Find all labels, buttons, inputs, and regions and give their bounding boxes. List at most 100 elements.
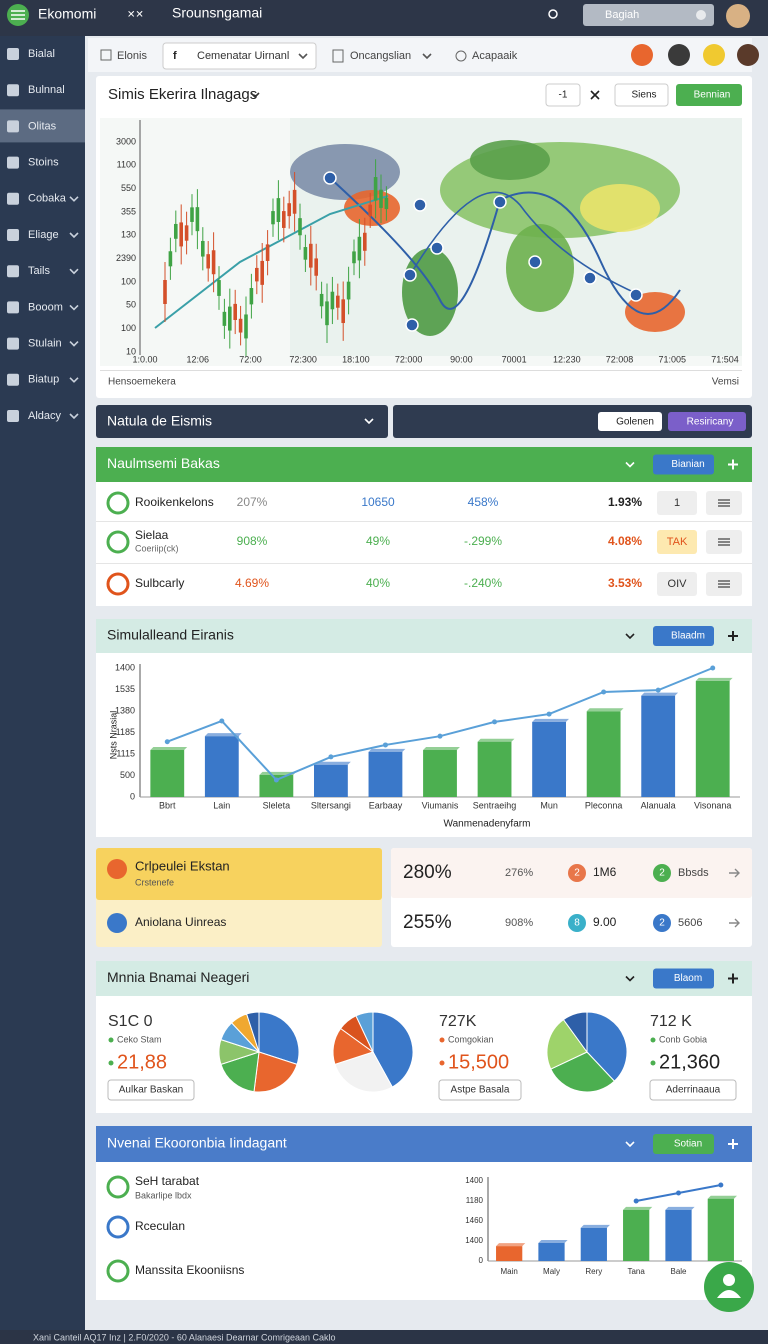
row-icon: [106, 491, 130, 515]
pie-slice: [546, 1018, 588, 1070]
route-line: [409, 191, 641, 296]
pie-button[interactable]: [107, 1079, 195, 1101]
bar: [259, 774, 294, 797]
row-action[interactable]: [657, 491, 697, 515]
menu-icon[interactable]: ✕✕: [127, 10, 144, 21]
chevron[interactable]: [625, 975, 635, 982]
x-label: 71:005: [659, 354, 687, 364]
row-icon: [106, 572, 130, 596]
view-button-text: Siens: [631, 90, 656, 101]
nav-item[interactable]: Bialal: [28, 48, 55, 60]
row-icon: [106, 530, 130, 554]
search-box[interactable]: [583, 4, 714, 26]
toolbar-menu[interactable]: Oncangslian: [350, 50, 411, 62]
y-title: Nsts Nrasial: [108, 711, 118, 760]
y-label: 0: [479, 1256, 484, 1265]
pie-button[interactable]: [438, 1079, 522, 1101]
row-cell: -.240%: [464, 576, 502, 590]
candle-body: [179, 222, 183, 247]
pie-slice: [372, 1011, 414, 1088]
nav-item[interactable]: Tails: [28, 265, 51, 277]
x-title: Wanmenadenyfarm: [444, 819, 531, 830]
row-cell: 40%: [366, 576, 390, 590]
chevron[interactable]: [69, 413, 79, 420]
divider: [100, 370, 742, 371]
bar-top: [314, 761, 351, 765]
x-label: Visonana: [694, 800, 731, 810]
arrow-icon[interactable]: [729, 868, 740, 878]
nav-item[interactable]: Cobaka: [28, 193, 67, 205]
nav-item[interactable]: Eliage: [28, 229, 59, 241]
x-label: 70001: [502, 354, 527, 364]
nav-item[interactable]: Olitas: [28, 120, 57, 132]
candle-body: [336, 295, 340, 308]
close-icon[interactable]: [590, 90, 600, 100]
candle-body: [330, 291, 335, 310]
bar: [532, 721, 566, 797]
nav-item[interactable]: Stulain: [28, 338, 62, 350]
panel-header: [96, 447, 752, 482]
chevron[interactable]: [250, 92, 260, 99]
filter-button[interactable]: [598, 412, 662, 431]
add-button[interactable]: [728, 1139, 738, 1149]
header-button-text: Bianian: [671, 459, 704, 470]
pie-slice: [258, 1011, 300, 1065]
header-button[interactable]: [653, 968, 714, 989]
add-button[interactable]: [728, 973, 738, 984]
chevron[interactable]: [69, 304, 79, 311]
chevron[interactable]: [69, 341, 79, 347]
main-button[interactable]: [676, 84, 742, 106]
y-label: 100: [121, 323, 136, 333]
chevron[interactable]: [625, 1141, 635, 1148]
nav-item[interactable]: Biatup: [28, 374, 59, 386]
add-button[interactable]: [728, 631, 738, 641]
row-action[interactable]: [657, 530, 697, 554]
arrow-icon[interactable]: [729, 918, 740, 928]
nav-item[interactable]: Booom: [28, 301, 63, 313]
candle-body: [309, 243, 313, 268]
x-label: 72:008: [606, 354, 634, 364]
chevron[interactable]: [364, 418, 374, 425]
add-button[interactable]: [728, 459, 738, 470]
row-cell: 4.08%: [608, 534, 642, 548]
chevron[interactable]: [625, 461, 635, 468]
pie-button[interactable]: [649, 1079, 737, 1101]
row-action[interactable]: [657, 572, 697, 596]
view-button[interactable]: [614, 83, 669, 107]
toolbar-home[interactable]: Elonis: [117, 50, 147, 62]
nav-icon: [7, 156, 19, 169]
header-button[interactable]: [653, 454, 714, 475]
nav-icon: [7, 48, 19, 60]
nav-item[interactable]: Stoins: [28, 157, 59, 169]
fab[interactable]: [704, 1262, 754, 1312]
stat-badge-text: 8: [574, 918, 580, 929]
chevron[interactable]: [69, 268, 79, 275]
filter-button[interactable]: [668, 412, 746, 431]
y-label: 0: [130, 791, 135, 801]
header-button-text: Sotian: [674, 1139, 702, 1150]
nav-item[interactable]: Bulnnal: [28, 84, 65, 96]
y-label: 3000: [116, 136, 136, 146]
chevron[interactable]: [69, 196, 79, 202]
stat-value: 255%: [403, 912, 452, 933]
pie-slice: [334, 1051, 393, 1093]
x-label: Mun: [540, 800, 558, 810]
toolbar-link[interactable]: Acapaaik: [472, 50, 518, 62]
row-name: Rooikenkelons: [135, 495, 214, 509]
header-button[interactable]: [653, 626, 714, 646]
chevron[interactable]: [69, 377, 79, 383]
y-label: 500: [120, 770, 135, 780]
chevron[interactable]: [625, 633, 635, 640]
chevron[interactable]: [69, 232, 79, 239]
chevron[interactable]: [422, 53, 432, 60]
select-box[interactable]: [162, 42, 317, 70]
candle-body: [233, 303, 237, 321]
line-point: [382, 742, 388, 748]
header-button[interactable]: [653, 1134, 714, 1154]
pie-value: 21,88: [117, 1051, 167, 1073]
filter-select[interactable]: [96, 405, 388, 438]
chevron[interactable]: [298, 53, 308, 60]
counter-box[interactable]: [545, 83, 581, 107]
nav-item[interactable]: Aldacy: [28, 410, 62, 422]
row-divider: [96, 521, 752, 522]
